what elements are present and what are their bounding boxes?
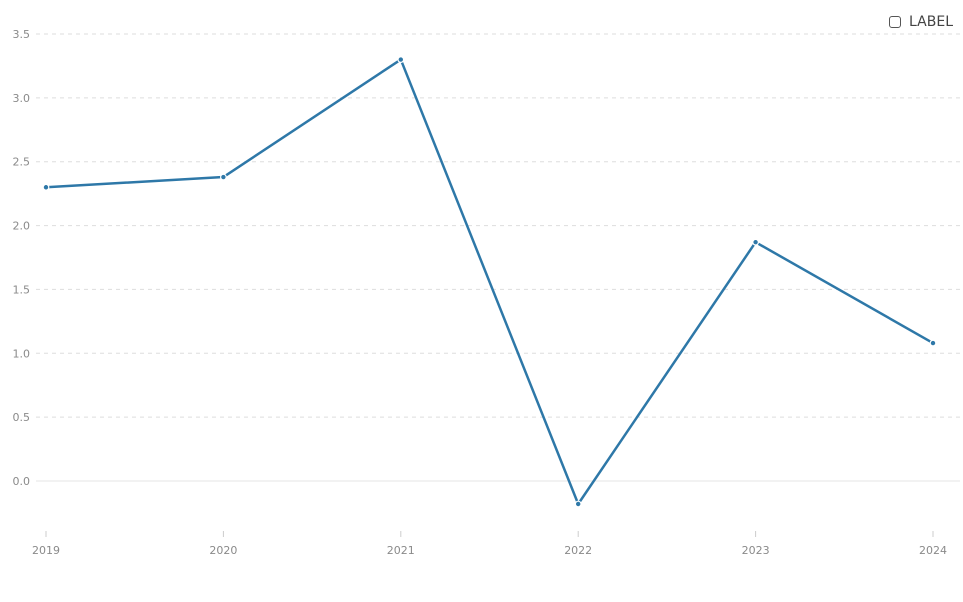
data-point (574, 500, 582, 508)
data-point (42, 183, 50, 191)
x-tick-label: 2019 (32, 544, 60, 557)
legend-checkbox[interactable] (889, 16, 902, 28)
y-tick-label: 3.5 (13, 28, 31, 41)
legend-label: LABEL (909, 14, 953, 30)
x-tick-label: 2022 (564, 544, 592, 557)
data-point (219, 173, 227, 181)
data-point (752, 238, 759, 246)
legend-toggle[interactable]: LABEL (889, 14, 953, 30)
y-tick-label: 2.5 (13, 156, 31, 169)
y-tick-label: 0.5 (13, 411, 31, 424)
x-tick-label: 2020 (209, 544, 237, 557)
series-line (44, 58, 935, 506)
x-tick-label: 2023 (742, 544, 770, 557)
x-tick-label: 2024 (919, 544, 947, 557)
y-tick-label: 0.0 (13, 475, 31, 488)
data-point (929, 339, 937, 347)
y-tick-label: 1.5 (13, 283, 31, 296)
data-point (397, 56, 405, 63)
y-tick-label: 3.0 (13, 92, 31, 105)
x-tick-label: 2021 (387, 544, 415, 557)
y-tick-label: 1.0 (13, 347, 31, 360)
y-tick-label: 2.0 (13, 220, 31, 233)
